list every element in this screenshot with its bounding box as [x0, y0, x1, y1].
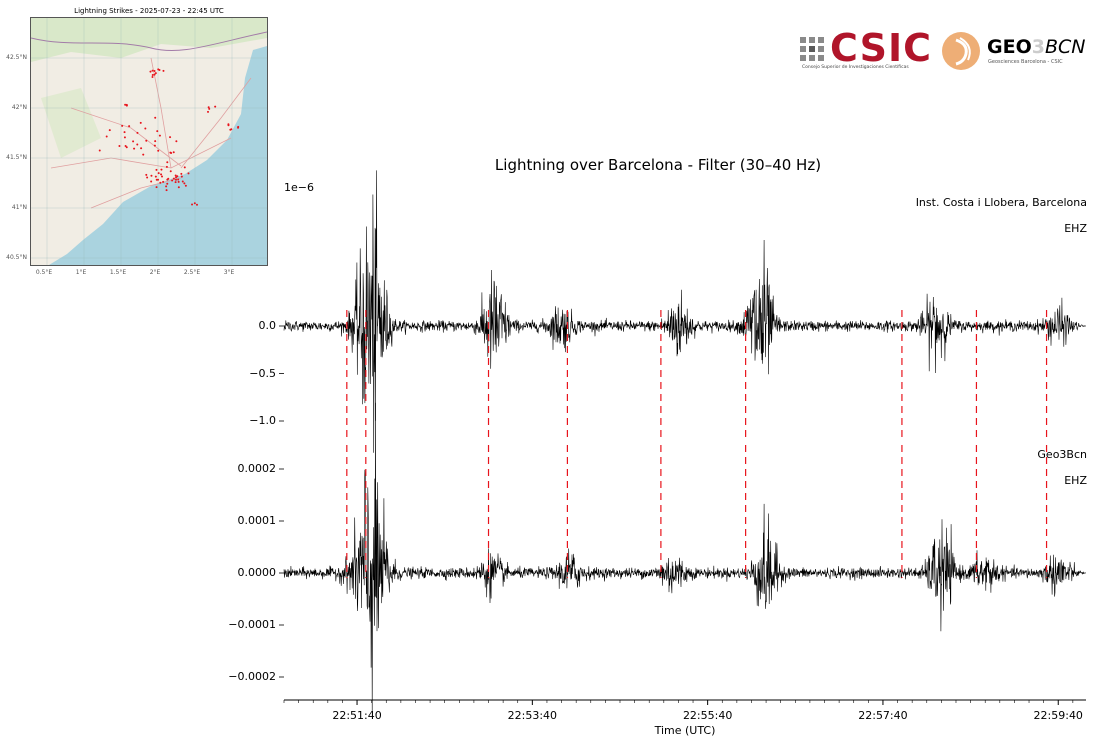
- map-lat-label: 42°N: [11, 104, 27, 111]
- trace1-offset-text: 1e−6: [284, 181, 314, 194]
- waveform-trace-2: [283, 402, 1087, 712]
- geo-text: GEO: [987, 36, 1032, 58]
- x-tick-label: 22:59:40: [1033, 709, 1083, 722]
- x-tick-label: 22:51:40: [332, 709, 382, 722]
- trace1-channel-label: EHZ: [1064, 222, 1087, 235]
- csic-logo-text: CSIC: [830, 26, 932, 70]
- geo3bcn-logo-subtitle: Geosciences Barcelona - CSIC: [988, 59, 1063, 65]
- y-tick-label: −0.0002: [228, 670, 276, 683]
- map-lat-label: 41.5°N: [6, 154, 27, 161]
- map-border: [31, 31, 267, 52]
- y-tick-label: −0.0001: [228, 618, 276, 631]
- geo3bcn-emblem-icon: [942, 32, 980, 70]
- csic-logo: CSIC Consejo Superior de Investigaciones…: [800, 26, 950, 75]
- csic-emblem-icon: [800, 37, 824, 61]
- map-lon-label: 1.5°E: [109, 269, 127, 276]
- x-tick-label: 22:57:40: [858, 709, 908, 722]
- x-tick-label: 22:53:40: [507, 709, 558, 722]
- y-tick-label: −1.0: [249, 414, 276, 427]
- geo3bcn-logo: GEO3BCN Geosciences Barcelona - CSIC: [942, 32, 1092, 74]
- map-lon-label: 1°E: [75, 269, 87, 276]
- geo-digit: 3: [1031, 36, 1045, 58]
- map-lat-label: 41°N: [11, 204, 27, 211]
- trace2-channel-label: EHZ: [1064, 474, 1087, 487]
- x-tick-label: 22:55:40: [682, 709, 733, 722]
- x-axis-label: Time (UTC): [654, 724, 716, 737]
- y-tick-label: 0.0: [258, 319, 277, 332]
- y-tick-label: 0.0000: [237, 566, 277, 579]
- map-forest: [31, 18, 267, 62]
- map-lat-label: 40.5°N: [6, 254, 27, 261]
- y-tick-label: 0.0001: [237, 514, 277, 527]
- y-tick-label: −0.5: [249, 366, 276, 380]
- geo3bcn-logo-text: GEO3BCN: [987, 36, 1085, 58]
- inset-map-title: Lightning Strikes - 2025-07-23 - 22:45 U…: [74, 7, 224, 15]
- map-lon-label: 2.5°E: [183, 269, 201, 276]
- waveform-trace-1: [283, 170, 1087, 453]
- y-tick-label: 0.0002: [237, 462, 277, 475]
- csic-logo-subtitle: Consejo Superior de Investigaciones Cien…: [802, 65, 909, 70]
- map-lon-label: 0.5°E: [35, 269, 53, 276]
- map-lat-label: 42.5°N: [6, 54, 27, 61]
- trace2-station-label: Geo3Bcn: [1037, 448, 1087, 461]
- map-lon-label: 2°E: [149, 269, 161, 276]
- trace1-station-label: Inst. Costa i Llobera, Barcelona: [915, 196, 1087, 209]
- map-canvas: [31, 18, 267, 265]
- map-lon-label: 3°E: [223, 269, 235, 276]
- chart-title: Lightning over Barcelona - Filter (30–40…: [494, 156, 822, 174]
- lightning-map: [30, 17, 268, 266]
- geo-bcn: BCN: [1044, 36, 1086, 58]
